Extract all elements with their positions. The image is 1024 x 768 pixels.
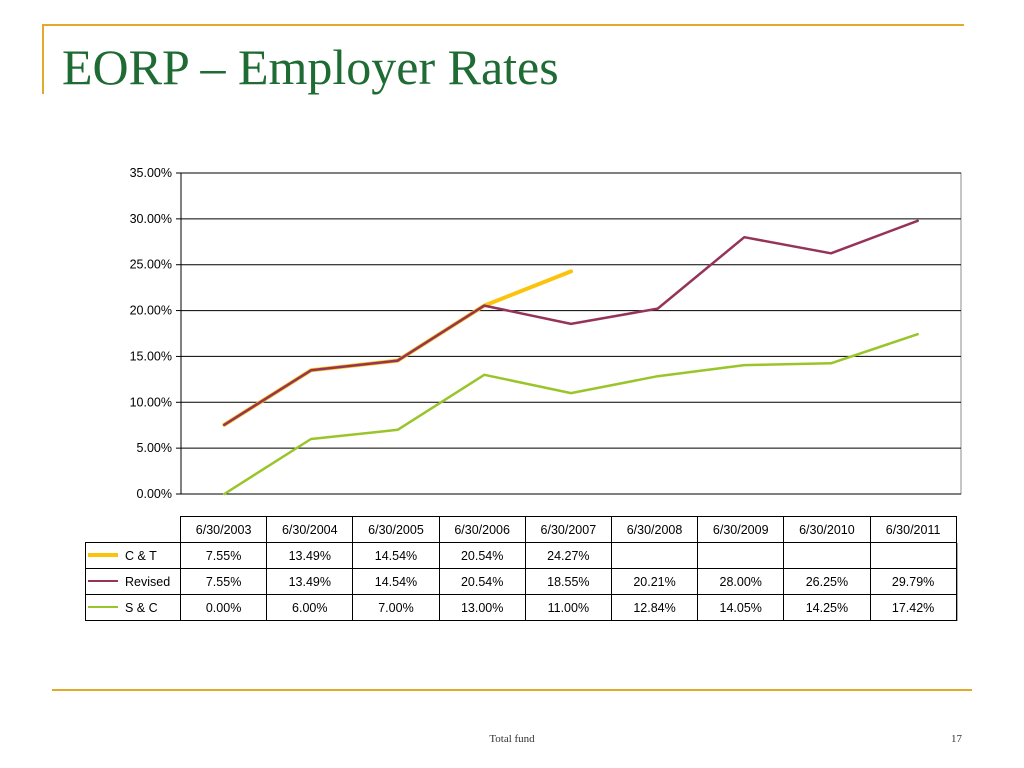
y-tick-label: 10.00%: [130, 395, 172, 409]
table-cell: 11.00%: [524, 594, 612, 621]
series-name: Revised: [125, 574, 171, 589]
table-cell: 14.54%: [352, 542, 440, 569]
y-tick-label: 15.00%: [130, 349, 172, 363]
y-tick-label: 30.00%: [130, 212, 172, 226]
table-cell: [783, 542, 871, 569]
y-tick-label: 25.00%: [130, 258, 172, 272]
series-name: C & T: [125, 548, 157, 563]
table-category-header: 6/30/2010: [783, 516, 871, 543]
table-cell: 20.21%: [610, 568, 699, 595]
table-category-header: 6/30/2003: [179, 516, 268, 543]
table-category-header: 6/30/2005: [352, 516, 440, 543]
table-category-header: 6/30/2004: [266, 516, 354, 543]
table-cell: 20.54%: [438, 542, 526, 569]
frame-bottom-line: [52, 689, 972, 691]
series-name: S & C: [125, 600, 158, 615]
table-cell: 14.25%: [783, 594, 871, 621]
table-cell: 7.55%: [179, 542, 268, 569]
y-tick-label: 20.00%: [130, 304, 172, 318]
series-line-revised: [223, 219, 919, 427]
page-number: 17: [951, 733, 962, 745]
table-cell: 24.27%: [524, 542, 612, 569]
table-category-header: 6/30/2011: [869, 516, 957, 543]
legend-entry: S & C: [85, 594, 181, 621]
line-chart: 35.00% 30.00% 25.00% 20.00% 15.00% 10.00% 5.00…: [130, 166, 962, 501]
table-cell: [697, 542, 785, 569]
legend-entry: Revised: [85, 568, 181, 595]
y-tick-label: 5.00%: [137, 441, 172, 455]
table-cell: 14.54%: [352, 568, 440, 595]
legend-key-line: [88, 580, 118, 583]
table-cell: [869, 542, 957, 569]
footer-text: Total fund: [489, 733, 535, 745]
frame-left-line: [42, 24, 44, 94]
table-cell: 6.00%: [266, 594, 354, 621]
table-corner-cell: [85, 516, 181, 543]
series-line-s-c: [223, 332, 919, 496]
legend-key-line: [88, 553, 118, 558]
table-cell: 13.49%: [266, 568, 354, 595]
legend-key-line: [88, 606, 118, 609]
table-cell: 7.00%: [352, 594, 440, 621]
table-cell: 13.00%: [438, 594, 526, 621]
table-category-header: 6/30/2007: [524, 516, 612, 543]
table-cell: 28.00%: [697, 568, 785, 595]
data-table: 6/30/2003 6/30/2004 6/30/2005 6/30/2006 6/30…: [85, 516, 957, 621]
legend-entry: C & T: [85, 542, 181, 569]
table-cell: 12.84%: [610, 594, 699, 621]
y-tick-label: 35.00%: [130, 166, 172, 180]
table-category-header: 6/30/2009: [697, 516, 785, 543]
table-cell: 14.05%: [697, 594, 785, 621]
table-category-header: 6/30/2008: [610, 516, 699, 543]
table-cell: 13.49%: [266, 542, 354, 569]
table-cell: 17.42%: [869, 594, 957, 621]
slide-title: EORP – Employer Rates: [62, 39, 559, 95]
table-row: Revised 7.55% 13.49% 14.54% 20.54% 18.55% 20.2…: [85, 568, 957, 595]
table-category-header: 6/30/2006: [438, 516, 526, 543]
table-cell: 20.54%: [438, 568, 526, 595]
table-cell: 26.25%: [783, 568, 871, 595]
table-row: C & T 7.55% 13.49% 14.54% 20.54% 24.27%: [85, 542, 957, 569]
table-cell: 0.00%: [179, 594, 268, 621]
y-tick-label: 0.00%: [137, 487, 172, 501]
table-cell: 18.55%: [524, 568, 612, 595]
frame-top-line: [42, 24, 964, 26]
table-header-row: 6/30/2003 6/30/2004 6/30/2005 6/30/2006 6/30…: [85, 516, 957, 543]
table-cell: [610, 542, 699, 569]
table-cell: 7.55%: [179, 568, 268, 595]
table-cell: 29.79%: [869, 568, 957, 595]
table-row: S & C 0.00% 6.00% 7.00% 13.00% 11.00% 12.84% 14…: [85, 594, 957, 621]
